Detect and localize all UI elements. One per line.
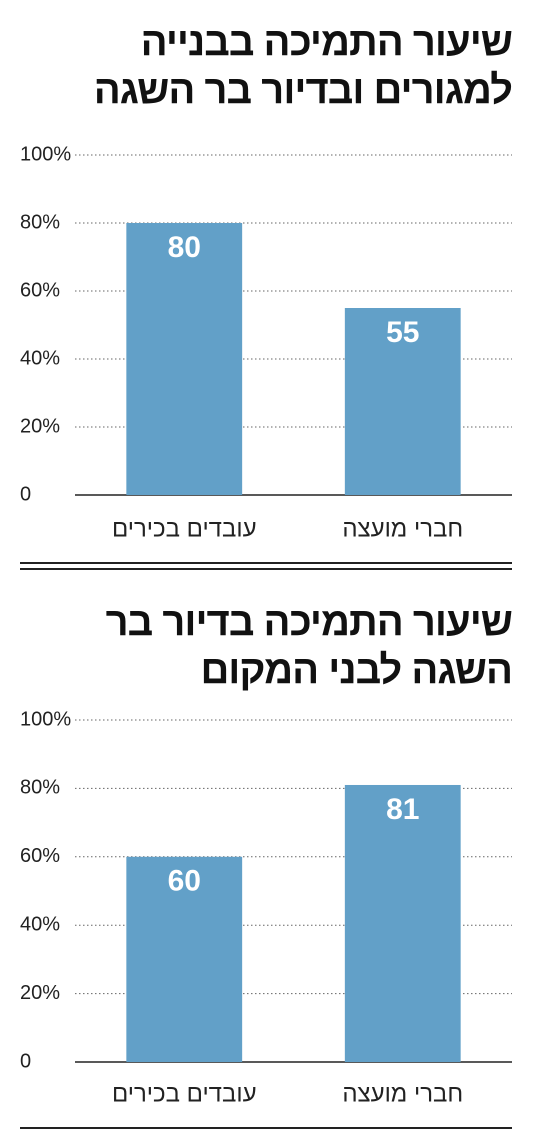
y-tick-label: 80%: [20, 211, 60, 233]
bar: [126, 223, 243, 495]
bar: [344, 308, 461, 495]
x-tick-label: עובדים בכירים: [112, 515, 257, 542]
y-tick-label: 60%: [20, 279, 60, 301]
value-label: 60: [168, 865, 201, 898]
y-tick-label: 40%: [20, 913, 60, 935]
chart-title: שיעור התמיכה בדיור בר השגה לבני המקום: [105, 600, 513, 692]
y-tick-label: 60%: [20, 845, 60, 867]
y-tick-label: 80%: [20, 777, 60, 799]
bar: [344, 784, 461, 1062]
y-tick-label: 0: [20, 1050, 31, 1072]
y-tick-label: 40%: [20, 347, 60, 369]
y-tick-label: 100%: [20, 143, 71, 165]
chart-title: שיעור התמיכה בבנייה למגורים ובדיור בר הש…: [93, 20, 513, 112]
value-label: 80: [168, 231, 201, 264]
value-label: 55: [386, 316, 419, 349]
x-tick-label: חברי מועצה: [342, 1080, 463, 1107]
y-tick-label: 20%: [20, 415, 60, 437]
x-tick-label: חברי מועצה: [342, 515, 463, 542]
value-label: 81: [386, 793, 419, 826]
x-tick-label: עובדים בכירים: [112, 1080, 257, 1107]
bar: [126, 856, 243, 1062]
y-tick-label: 0: [20, 483, 31, 505]
y-tick-label: 100%: [20, 708, 71, 730]
y-tick-label: 20%: [20, 982, 60, 1004]
